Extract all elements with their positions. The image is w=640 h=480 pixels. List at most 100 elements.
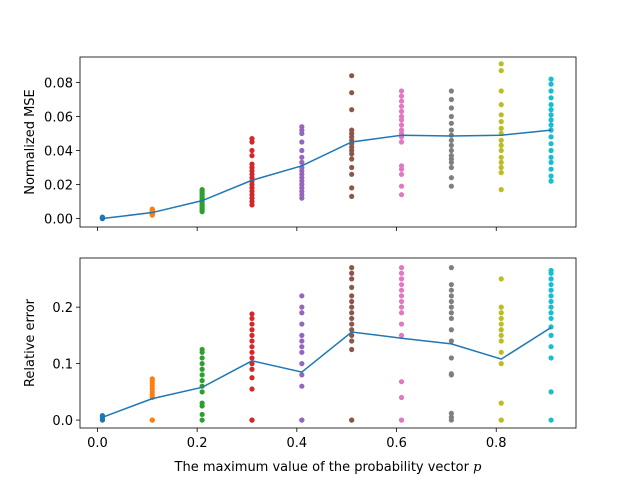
x-tick-label: 0.4 xyxy=(287,436,308,451)
point xyxy=(548,112,554,118)
x-axis-label-var: p xyxy=(473,460,482,475)
point xyxy=(548,276,554,282)
point xyxy=(398,379,405,385)
point xyxy=(349,417,355,423)
y-tick-label: 0.0 xyxy=(52,414,73,429)
point xyxy=(548,389,554,395)
point xyxy=(349,298,355,305)
point xyxy=(498,137,504,143)
point xyxy=(299,383,305,389)
point xyxy=(548,178,554,184)
point xyxy=(548,304,554,310)
point xyxy=(299,304,305,310)
point xyxy=(349,276,355,282)
point xyxy=(398,265,405,271)
point xyxy=(349,164,355,171)
point xyxy=(498,154,504,160)
point xyxy=(498,88,504,94)
point xyxy=(548,267,554,274)
point xyxy=(498,119,504,125)
point xyxy=(398,332,405,338)
point xyxy=(398,287,405,293)
point xyxy=(448,132,454,138)
point xyxy=(448,105,454,111)
point xyxy=(349,171,355,177)
point xyxy=(398,171,405,177)
point xyxy=(398,103,405,109)
point xyxy=(398,127,405,133)
point xyxy=(349,346,355,353)
point xyxy=(398,321,405,327)
point xyxy=(398,192,405,198)
point xyxy=(299,344,305,350)
point xyxy=(249,327,255,333)
point xyxy=(448,142,454,148)
x-axis-label-text: The maximum value of the probability vec… xyxy=(174,460,470,475)
point xyxy=(398,88,405,94)
point xyxy=(398,270,405,276)
point xyxy=(548,134,554,140)
y-tick-label: 0.1 xyxy=(52,358,73,373)
point xyxy=(548,293,554,299)
point xyxy=(398,98,405,104)
axes-frame xyxy=(79,56,577,228)
point xyxy=(548,95,554,101)
x-axis-label: The maximum value of the probability vec… xyxy=(174,460,483,475)
point xyxy=(448,88,454,94)
point xyxy=(498,417,504,423)
point xyxy=(398,394,405,401)
x-tick-label: 0.0 xyxy=(87,436,108,451)
point xyxy=(448,338,454,344)
point xyxy=(349,90,355,96)
point xyxy=(149,206,155,212)
point xyxy=(448,293,454,299)
point xyxy=(349,338,355,344)
point xyxy=(398,183,405,189)
point xyxy=(498,400,504,406)
point xyxy=(448,96,454,103)
point xyxy=(498,170,504,176)
mean-line xyxy=(102,326,552,418)
point xyxy=(498,327,504,333)
point xyxy=(498,164,504,171)
y-tick-label: 0.06 xyxy=(44,111,73,126)
point xyxy=(448,153,454,159)
point xyxy=(548,88,554,94)
point xyxy=(349,284,355,290)
point xyxy=(498,68,504,74)
y-tick-label: 0.2 xyxy=(52,301,73,316)
point xyxy=(498,338,504,344)
point xyxy=(448,113,454,120)
point xyxy=(498,310,504,316)
point xyxy=(398,108,405,114)
point xyxy=(299,310,305,316)
point xyxy=(249,386,255,392)
point xyxy=(199,361,205,367)
point xyxy=(498,61,504,67)
point xyxy=(249,338,255,344)
point xyxy=(398,293,405,299)
point xyxy=(548,154,554,160)
point xyxy=(548,107,554,113)
point xyxy=(448,281,454,288)
point xyxy=(149,417,155,423)
point xyxy=(349,310,355,316)
y-axis-label: Relative error xyxy=(23,298,38,387)
point xyxy=(199,355,205,361)
point xyxy=(398,122,405,128)
point xyxy=(349,265,355,271)
point xyxy=(349,315,355,322)
point xyxy=(249,153,255,159)
point xyxy=(548,287,554,293)
point xyxy=(249,366,255,372)
point xyxy=(149,376,155,382)
point xyxy=(498,187,504,193)
point xyxy=(249,147,255,154)
point xyxy=(398,281,405,288)
point xyxy=(498,332,504,338)
point xyxy=(349,304,355,310)
point xyxy=(498,142,504,148)
point xyxy=(299,332,305,338)
point xyxy=(448,315,454,322)
